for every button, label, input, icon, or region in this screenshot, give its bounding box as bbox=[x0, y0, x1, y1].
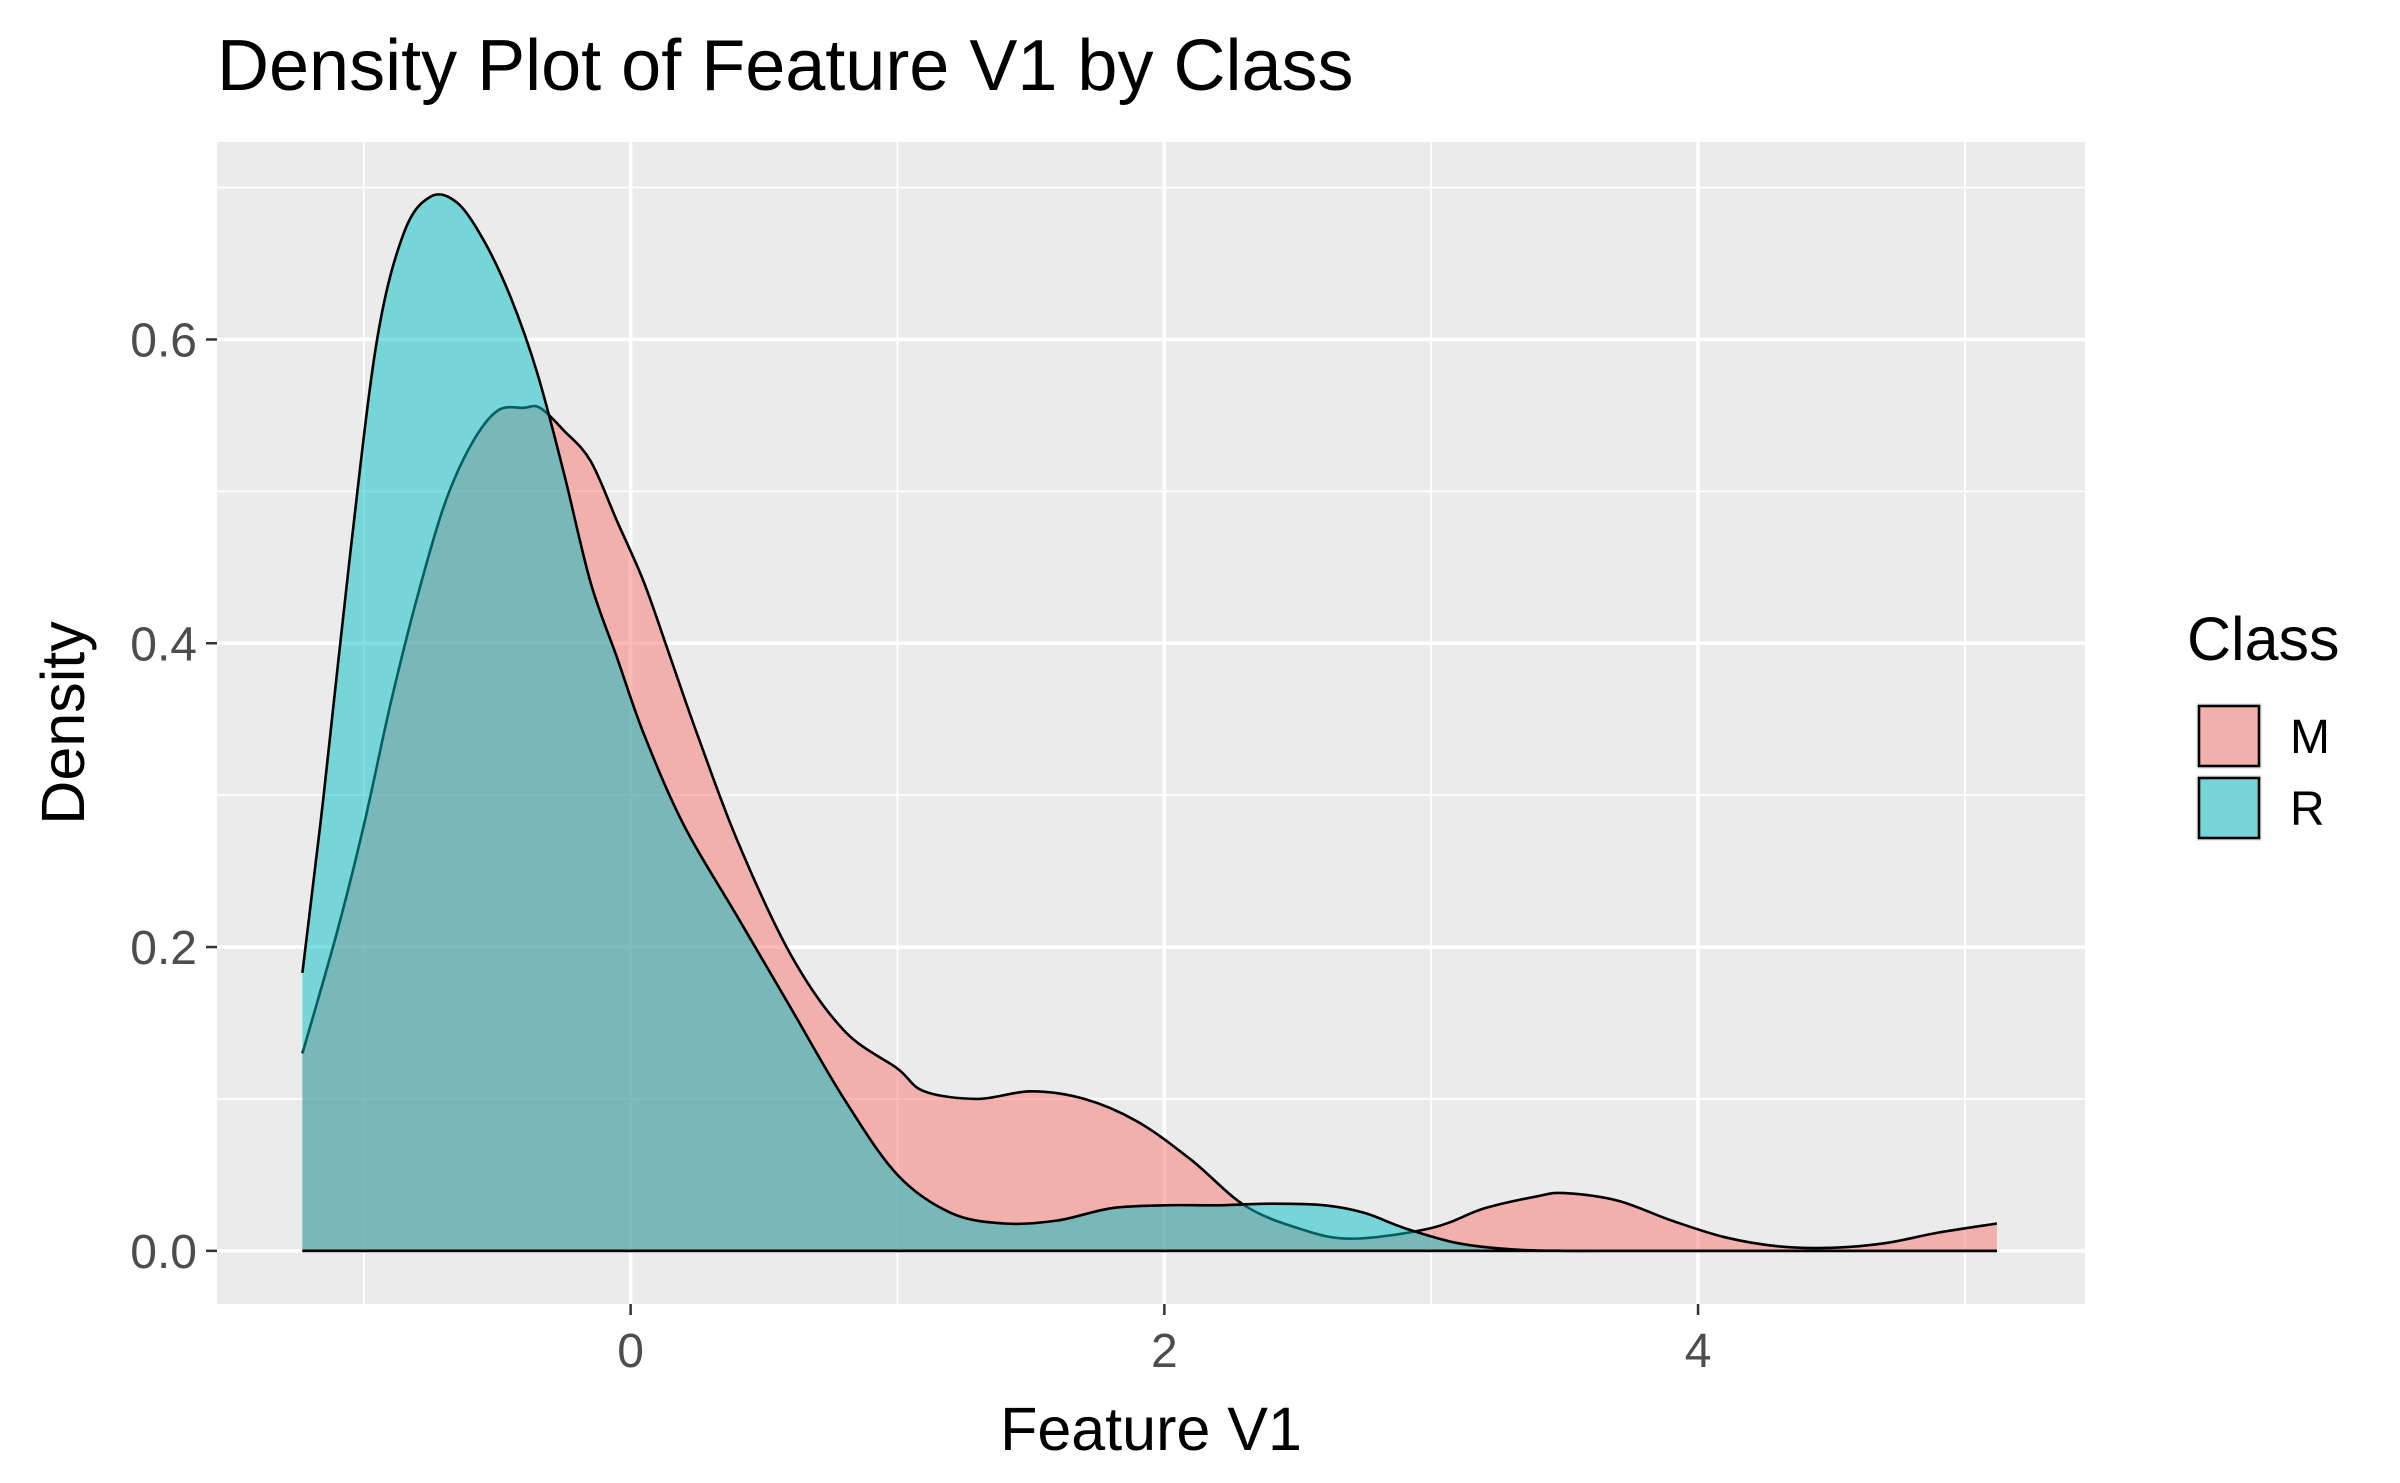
legend-label-R: R bbox=[2290, 783, 2325, 836]
legend-title: Class bbox=[2187, 605, 2340, 673]
legend-label-M: M bbox=[2290, 711, 2330, 764]
legend-key-R bbox=[2196, 775, 2262, 841]
legend: Class MR bbox=[2187, 605, 2340, 841]
x-tick-label: 4 bbox=[1685, 1325, 1712, 1378]
density-areas bbox=[301, 193, 1998, 1253]
y-axis: 0.0 0.2 0.4 0.6 bbox=[130, 314, 217, 1279]
x-tick-label: 2 bbox=[1151, 1325, 1178, 1378]
y-axis-title: Density bbox=[29, 621, 97, 825]
x-axis: 0 2 4 bbox=[617, 1304, 1711, 1378]
chart-title: Density Plot of Feature V1 by Class bbox=[217, 26, 1354, 106]
x-tick-label: 0 bbox=[617, 1325, 644, 1378]
grid-minor bbox=[217, 142, 2085, 1304]
x-axis-title: Feature V1 bbox=[1000, 1395, 1302, 1463]
y-tick-label: 0.6 bbox=[130, 314, 197, 367]
y-tick-label: 0.2 bbox=[130, 922, 197, 975]
legend-key-M bbox=[2196, 703, 2262, 769]
y-tick-label: 0.4 bbox=[130, 618, 197, 671]
density-area-R bbox=[302, 194, 1997, 1251]
y-tick-label: 0.0 bbox=[130, 1226, 197, 1279]
